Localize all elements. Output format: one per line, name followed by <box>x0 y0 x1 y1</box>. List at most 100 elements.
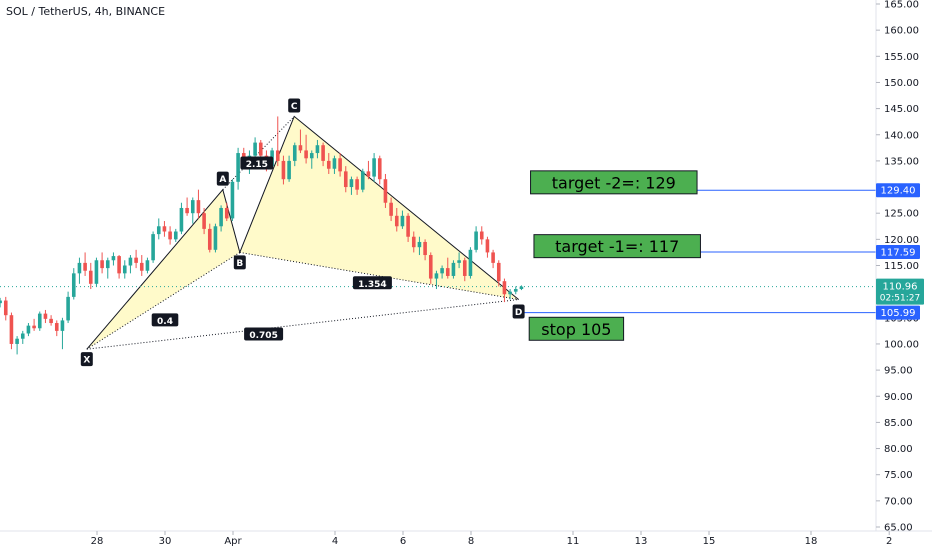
annotation-background <box>533 234 701 259</box>
time-axis[interactable]: 28 30 Apr 4 6 8 11 13 15 18 2 <box>91 531 893 547</box>
candle <box>15 336 19 355</box>
candle <box>3 296 8 321</box>
candle-body <box>491 252 495 263</box>
candle-body <box>253 142 257 156</box>
candle <box>134 249 138 269</box>
pattern-point-d: D <box>512 304 525 319</box>
pattern-ratio-badge <box>352 276 392 290</box>
candle-body <box>400 215 405 227</box>
candle <box>445 257 450 279</box>
candle <box>145 257 150 274</box>
candle-body <box>134 257 138 263</box>
candle-body <box>185 207 189 214</box>
candle <box>309 150 314 169</box>
candle-body <box>43 313 48 319</box>
time-tick-label: 4 <box>332 536 338 547</box>
candle <box>122 260 127 279</box>
level-price-label-bg <box>876 183 920 198</box>
candle <box>49 315 53 326</box>
candle-body <box>88 270 93 284</box>
candle <box>224 202 229 222</box>
candle-body <box>502 281 507 295</box>
pattern-ratio-badge <box>240 156 274 170</box>
level-price-label-3: 105.99 <box>876 305 920 320</box>
candle <box>519 285 524 291</box>
pattern-ratio-label: 2.15 <box>246 160 268 170</box>
candle <box>128 255 133 274</box>
candle <box>100 252 104 274</box>
price-tick-label: 80.00 <box>884 444 913 455</box>
candle-body <box>462 260 467 276</box>
time-tick-label: Apr <box>224 536 242 547</box>
candle <box>298 129 303 154</box>
candle <box>292 142 297 167</box>
candle-body <box>321 145 325 161</box>
candle-body <box>309 153 314 159</box>
candle <box>389 197 393 222</box>
candle-body <box>151 234 155 261</box>
candle-body <box>389 202 393 216</box>
pattern-point-c: C <box>288 98 301 113</box>
pattern-ratio-badge <box>151 313 179 327</box>
candle-body <box>406 215 410 237</box>
level-price-label-1: 129.40 <box>876 183 920 198</box>
candle <box>496 260 501 287</box>
price-tick-label: 120.00 <box>884 235 919 246</box>
candle <box>457 252 461 269</box>
candle-body <box>0 300 2 304</box>
annotation-text: target -2=: 129 <box>552 173 676 192</box>
candle-body <box>326 160 331 169</box>
price-tick-label: 85.00 <box>884 418 913 429</box>
candle-body <box>190 200 195 214</box>
candle-body <box>105 260 110 269</box>
candle <box>428 252 433 284</box>
annotation-background <box>528 316 625 341</box>
pattern-point-x: X <box>80 352 93 367</box>
candle <box>156 218 161 240</box>
candle <box>117 255 121 279</box>
annotation-text: stop 105 <box>541 320 611 339</box>
candle-body <box>66 296 70 321</box>
candle-body <box>508 291 512 295</box>
pattern-point-label: C <box>291 102 298 112</box>
candle-body <box>207 228 212 250</box>
candle-body <box>122 265 127 274</box>
ratio-line-bd <box>239 251 519 300</box>
candle-body <box>366 171 371 177</box>
price-tick-label: 95.00 <box>884 366 913 377</box>
candle-body <box>468 249 473 276</box>
pattern-ratio: 2.15 <box>240 156 274 170</box>
pattern-point-label: D <box>515 308 522 318</box>
candle <box>479 226 484 245</box>
time-tick-label: 2 <box>886 536 892 547</box>
candle <box>111 252 116 266</box>
pattern-labels: X A B C D 0.4 2.15 1.354 0.705 <box>80 98 525 367</box>
candle-body <box>9 315 14 344</box>
candle <box>66 291 70 324</box>
candle-body <box>60 320 65 331</box>
candle-body <box>111 256 116 261</box>
candle <box>179 202 184 235</box>
pattern-point-badge <box>216 171 229 186</box>
candle <box>315 139 320 159</box>
price-tick-label: 100.00 <box>884 339 919 350</box>
candle-body <box>83 262 87 271</box>
candle <box>94 257 99 287</box>
candle-body <box>219 207 223 227</box>
candle-body <box>94 260 99 284</box>
candle-body <box>168 231 172 240</box>
candle <box>332 155 337 174</box>
candle-body <box>304 150 308 159</box>
candle <box>417 236 422 256</box>
annotation-background <box>530 170 698 195</box>
candle-body <box>360 171 365 190</box>
candle-body <box>513 289 518 292</box>
candle <box>383 173 388 208</box>
ratio-line-xb <box>86 252 241 350</box>
ratio-line-ac <box>222 116 295 191</box>
pattern-point-badge <box>512 304 525 319</box>
pattern-ratio-label: 1.354 <box>358 280 386 290</box>
candle <box>88 262 93 290</box>
pattern-point-b: B <box>233 255 246 270</box>
